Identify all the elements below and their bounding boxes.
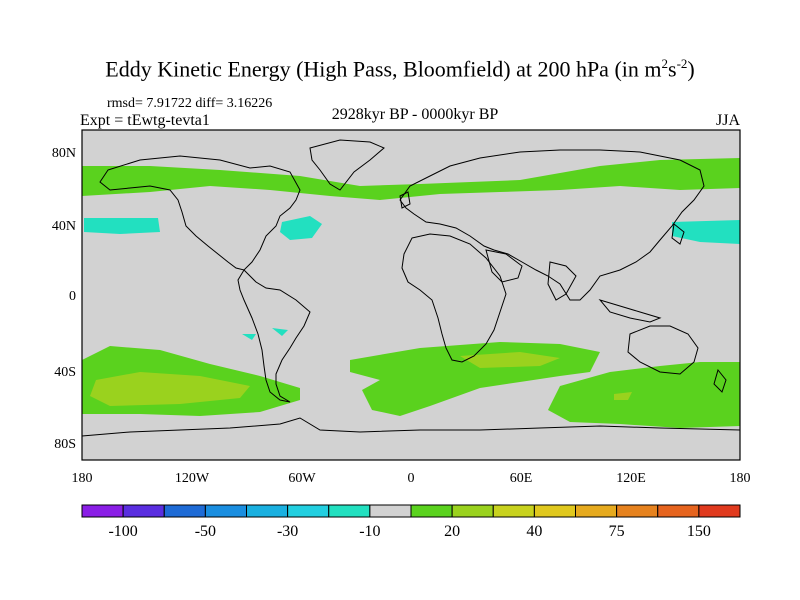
coast-australia xyxy=(627,325,699,375)
colorbar-box xyxy=(657,504,700,518)
colorbar-box xyxy=(204,504,248,518)
lon-label-0: 0 xyxy=(408,471,415,486)
colorbar-box xyxy=(533,504,577,518)
colorbar-box xyxy=(492,504,535,518)
cyan-patch-atlantic xyxy=(280,216,322,240)
lat-tick-labels: 80N 40N 0 40S 80S xyxy=(52,146,76,452)
sh-light-green-core-east xyxy=(614,392,632,400)
coast-africa xyxy=(401,233,507,363)
coastlines xyxy=(81,139,741,437)
colorbar-label: -100 xyxy=(108,523,137,540)
colorbar-box xyxy=(410,504,453,518)
coast-uk xyxy=(399,191,411,209)
lon-label-180w: 180 xyxy=(72,471,93,486)
sh-light-green-core-atlantic xyxy=(460,352,560,368)
colorbar-labels: -100 -50 -30 -10 20 40 75 150 xyxy=(108,523,710,540)
lat-label-40s: 40S xyxy=(54,365,76,380)
anomaly-fields xyxy=(82,158,740,428)
colorbar-box xyxy=(287,504,330,518)
cyan-patch-east-pacific xyxy=(672,220,740,244)
lon-label-60w: 60W xyxy=(288,471,316,486)
season-label: JJA xyxy=(715,112,740,129)
lat-label-40n: 40N xyxy=(52,219,76,234)
coast-japan xyxy=(671,223,685,245)
sh-green-band-east xyxy=(548,362,740,428)
coast-india xyxy=(547,261,577,301)
colorbar-box xyxy=(122,504,165,518)
coast-south-america xyxy=(237,269,311,403)
coast-greenland xyxy=(309,139,385,191)
period-label: 2928kyr BP - 0000kyr BP xyxy=(331,106,499,123)
experiment-label: Expt = tEwtg-tevta1 xyxy=(80,112,210,129)
stats-text: rmsd= 7.91722 diff= 3.16226 xyxy=(107,96,273,111)
coast-north-america xyxy=(99,155,301,271)
coast-new-zealand xyxy=(713,368,727,393)
colorbar xyxy=(81,504,741,518)
colorbar-box xyxy=(698,504,741,518)
cyan-patch-south-2 xyxy=(242,334,256,340)
colorbar-box xyxy=(246,504,289,518)
cyan-patch-south xyxy=(272,328,288,336)
colorbar-box xyxy=(369,504,412,518)
lat-label-80n: 80N xyxy=(52,146,76,161)
cyan-patch-west-pacific xyxy=(84,218,160,234)
colorbar-label: 150 xyxy=(687,523,711,540)
colorbar-box xyxy=(575,504,618,518)
sh-light-green-core-west xyxy=(90,372,250,406)
colorbar-box xyxy=(163,504,206,518)
coast-eurasia xyxy=(399,149,705,301)
colorbar-label: 40 xyxy=(526,523,542,540)
lon-label-120e: 120E xyxy=(616,471,646,486)
lon-label-60e: 60E xyxy=(510,471,533,486)
lat-label-80s: 80S xyxy=(54,437,76,452)
coast-southeast-asia xyxy=(598,299,662,323)
coast-arabia xyxy=(485,249,523,283)
colorbar-box xyxy=(81,504,124,518)
coast-antarctica xyxy=(81,417,741,437)
colorbar-label: -10 xyxy=(359,523,380,540)
lon-label-180e: 180 xyxy=(730,471,751,486)
colorbar-box xyxy=(451,504,494,518)
nh-green-band xyxy=(82,158,740,200)
map-frame xyxy=(81,129,741,461)
colorbar-box xyxy=(616,504,659,518)
lat-label-eq: 0 xyxy=(69,289,76,304)
colorbar-label: -30 xyxy=(277,523,298,540)
colorbar-label: 75 xyxy=(609,523,625,540)
colorbar-label: 20 xyxy=(444,523,460,540)
colorbar-box xyxy=(328,504,371,518)
colorbar-label: -50 xyxy=(195,523,216,540)
lon-tick-labels: 180 120W 60W 0 60E 120E 180 xyxy=(72,471,751,486)
plot-title: Eddy Kinetic Energy (High Pass, Bloomfie… xyxy=(105,56,695,82)
lon-label-120w: 120W xyxy=(175,471,210,486)
